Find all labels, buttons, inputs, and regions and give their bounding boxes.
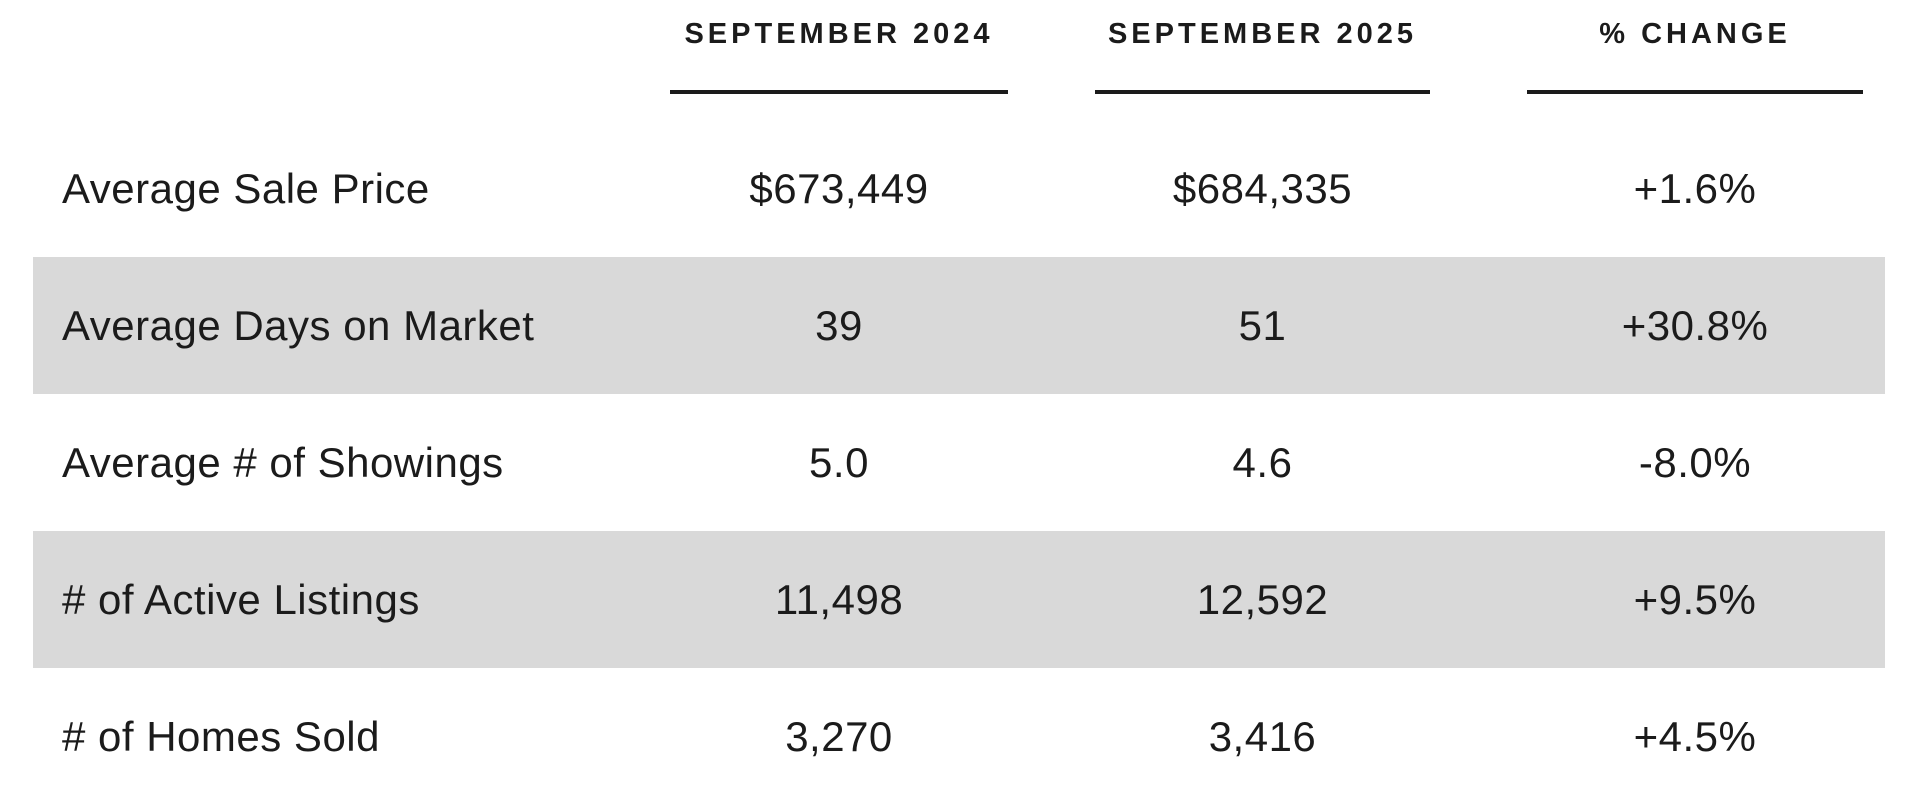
table-row: # of Homes Sold 3,270 3,416 +4.5%	[33, 668, 1885, 805]
column-header-pct-change: % CHANGE	[1527, 0, 1863, 120]
column-header-september-2024: SEPTEMBER 2024	[670, 0, 1008, 120]
header-spacer	[33, 0, 670, 120]
cell-sep-2025: 4.6	[1232, 438, 1293, 486]
header-underline	[1527, 90, 1863, 94]
column-header-label: SEPTEMBER 2025	[1107, 18, 1418, 50]
cell-pct-change: +9.5%	[1633, 575, 1757, 623]
table-row: Average Days on Market 39 51 +30.8%	[33, 257, 1885, 394]
cell-sep-2025: $684,335	[1172, 164, 1353, 212]
cell-pct-change: -8.0%	[1638, 438, 1752, 486]
table-row: # of Active Listings 11,498 12,592 +9.5%	[33, 531, 1885, 668]
cell-sep-2024: $673,449	[749, 164, 929, 212]
row-label: # of Active Listings	[62, 575, 420, 623]
table-header-row: SEPTEMBER 2024 SEPTEMBER 2025 % CHANGE	[33, 0, 1885, 120]
cell-sep-2024: 11,498	[774, 575, 904, 623]
header-underline	[1095, 90, 1430, 94]
cell-sep-2025: 12,592	[1196, 575, 1329, 623]
cell-sep-2024: 3,270	[785, 712, 893, 760]
column-header-label: % CHANGE	[1599, 18, 1791, 50]
cell-sep-2024: 39	[815, 301, 863, 349]
row-label: Average # of Showings	[62, 438, 504, 486]
column-header-label: SEPTEMBER 2024	[684, 18, 994, 50]
market-comparison-table: SEPTEMBER 2024 SEPTEMBER 2025 % CHANGE A…	[33, 0, 1885, 805]
row-label: # of Homes Sold	[62, 712, 380, 760]
cell-pct-change: +4.5%	[1633, 712, 1757, 760]
cell-pct-change: +1.6%	[1633, 164, 1757, 212]
row-label: Average Sale Price	[62, 164, 430, 212]
column-header-september-2025: SEPTEMBER 2025	[1095, 0, 1430, 120]
header-underline	[670, 90, 1008, 94]
cell-sep-2025: 51	[1238, 301, 1287, 349]
table-row: Average Sale Price $673,449 $684,335 +1.…	[33, 120, 1885, 257]
table-row: Average # of Showings 5.0 4.6 -8.0%	[33, 394, 1885, 531]
cell-pct-change: +30.8%	[1621, 301, 1769, 349]
cell-sep-2025: 3,416	[1208, 712, 1317, 760]
row-label: Average Days on Market	[62, 301, 535, 349]
cell-sep-2024: 5.0	[809, 438, 869, 486]
